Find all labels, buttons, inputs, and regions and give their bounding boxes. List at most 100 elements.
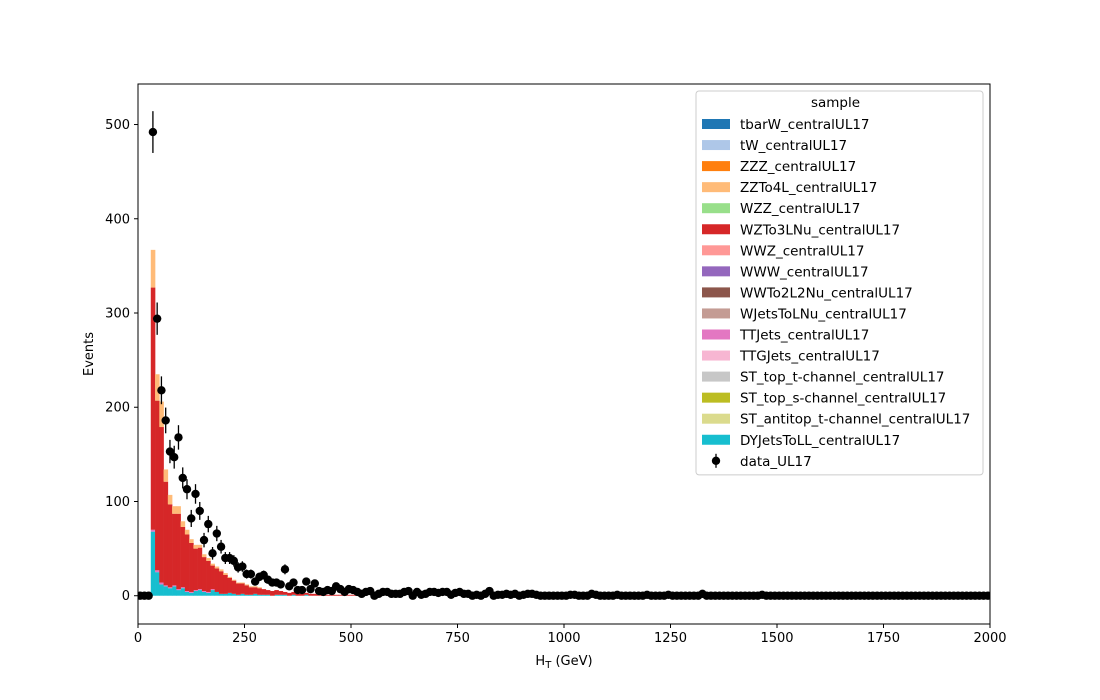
legend-swatch-2 [702,161,730,172]
bar-DYJetsToLL_centralUL17-bin-8 [184,591,190,596]
bar-ZZTo4L_centralUL17-bin-18 [227,576,233,578]
bar-ZZTo4L_centralUL17-bin-17 [223,573,228,575]
data-point-17 [208,549,217,558]
data-point-19 [216,542,226,551]
bar-ZZTo4L_centralUL17-bin-9 [189,539,194,543]
x-axis-label: HT (GeV) [535,654,592,671]
y-tick-label-1: 100 [105,495,130,510]
bar-WZTo3LNu_centralUL17-bin-19 [231,580,237,594]
bar-WZTo3LNu_centralUL17-bin-5 [172,513,177,586]
legend-label-10: TTJets_centralUL17 [739,328,869,344]
data-point-13 [191,489,200,499]
bar-ZZTo4L_centralUL17-bin-7 [180,521,186,527]
bar-DYJetsToLL_centralUL17-bin-7 [180,588,186,596]
bar-WZTo3LNu_centralUL17-bin-35 [299,593,305,596]
x-tick-label-0: 0 [134,631,142,646]
data-point-3 [148,127,158,137]
legend-title: sample [811,95,860,111]
bar-DYJetsToLL_centralUL17-bin-30 [278,594,284,596]
bar-ZZTo4L_centralUL17-bin-20 [235,582,241,584]
bar-TTJets_centralUL17-bin-11 [197,589,203,591]
bar-WZTo3LNu_centralUL17-bin-6 [176,513,181,590]
bar-WZTo3LNu_centralUL17-bin-39 [316,594,322,596]
data-point-12 [187,514,196,523]
legend-box [695,90,984,476]
bar-DYJetsToLL_centralUL17-bin-16 [218,593,224,596]
bar-WZTo3LNu_centralUL17-bin-15 [214,568,220,592]
bar-DYJetsToLL_centralUL17-bin-3 [163,586,169,596]
bar-DYJetsToLL_centralUL17-bin-26 [261,594,267,596]
legend-marker-16 [711,456,721,465]
bar-DYJetsToLL_centralUL17-bin-17 [223,593,228,596]
legend-swatch-5 [702,224,730,235]
bar-ZZTo4L_centralUL17-bin-25 [257,587,262,589]
legend-label-6: WWZ_centralUL17 [740,243,864,259]
data-point-33 [276,580,285,589]
bar-WZTo3LNu_centralUL17-bin-0 [150,287,156,530]
bar-TTJets_centralUL17-bin-2 [159,582,164,585]
legend-swatch-4 [702,203,730,214]
bar-WZTo3LNu_centralUL17-bin-16 [218,571,224,594]
x-tick-label-3: 750 [445,631,470,646]
bar-WZTo3LNu_centralUL17-bin-31 [282,591,288,595]
bar-DYJetsToLL_centralUL17-bin-18 [227,592,233,596]
bar-WZTo3LNu_centralUL17-bin-21 [240,583,245,594]
legend-swatch-0 [702,119,730,129]
bar-WZTo3LNu_centralUL17-bin-23 [248,587,254,595]
bar-DYJetsToLL_centralUL17-bin-0 [150,531,156,596]
bar-ZZTo4L_centralUL17-bin-16 [218,569,224,572]
legend-label-13: ST_top_s-channel_centralUL17 [740,391,946,407]
legend-label-8: WWTo2L2Nu_centralUL17 [740,285,913,301]
bar-WZTo3LNu_centralUL17-bin-14 [210,565,215,590]
bar-WZTo3LNu_centralUL17-bin-25 [257,588,262,595]
data-point-38 [297,585,307,595]
bar-DYJetsToLL_centralUL17-bin-2 [159,584,164,596]
bar-ZZTo4L_centralUL17-bin-21 [240,582,245,584]
bar-TTJets_centralUL17-bin-14 [210,589,215,591]
bar-WZTo3LNu_centralUL17-bin-28 [270,591,275,596]
data-point-18 [212,529,222,538]
bar-WZTo3LNu_centralUL17-bin-38 [312,593,318,596]
bar-DYJetsToLL_centralUL17-bin-24 [253,593,258,596]
bar-DYJetsToLL_centralUL17-bin-9 [189,592,194,596]
data-point-14 [195,506,204,516]
legend-swatch-6 [702,245,730,256]
y-tick-label-4: 400 [105,212,130,227]
data-point-22 [229,556,239,566]
bar-DYJetsToLL_centralUL17-bin-29 [274,594,279,596]
bar-TTJets_centralUL17-bin-9 [189,591,194,593]
legend-swatch-7 [702,266,730,277]
bar-DYJetsToLL_centralUL17-bin-13 [206,592,211,596]
bar-WZTo3LNu_centralUL17-bin-10 [193,548,198,591]
bar-DYJetsToLL_centralUL17-bin-27 [265,594,271,596]
bar-WZTo3LNu_centralUL17-bin-1 [155,400,160,571]
bar-ZZTo4L_centralUL17-bin-1 [155,374,160,401]
bar-WZTo3LNu_centralUL17-bin-2 [159,427,164,583]
legend-label-14: ST_antitop_t-channel_centralUL17 [740,412,970,428]
bar-WZTo3LNu_centralUL17-bin-26 [261,589,267,595]
bar-DYJetsToLL_centralUL17-bin-12 [201,591,207,596]
bar-DYJetsToLL_centralUL17-bin-4 [167,588,173,596]
bar-WZTo3LNu_centralUL17-bin-44 [338,594,343,596]
legend-label-3: ZZTo4L_centralUL17 [740,180,877,196]
bar-ZZTo4L_centralUL17-bin-14 [210,563,215,566]
bar-DYJetsToLL_centralUL17-bin-6 [176,590,181,596]
bar-WZTo3LNu_centralUL17-bin-36 [304,592,309,595]
bar-ZZTo4L_centralUL17-bin-3 [163,469,169,482]
data-point-4 [152,314,162,323]
bar-ZZTo4L_centralUL17-bin-6 [176,506,181,514]
bar-WZTo3LNu_centralUL17-bin-37 [308,593,313,596]
bar-ZZTo4L_centralUL17-bin-19 [231,579,237,581]
bar-WZTo3LNu_centralUL17-bin-32 [287,592,292,596]
bar-DYJetsToLL_centralUL17-bin-5 [172,586,177,596]
data-point-34 [280,565,290,574]
bar-WZTo3LNu_centralUL17-bin-22 [244,585,250,595]
bar-WZTo3LNu_centralUL17-bin-11 [197,547,203,590]
bar-WZTo3LNu_centralUL17-bin-8 [184,534,190,592]
bar-DYJetsToLL_centralUL17-bin-20 [235,594,241,596]
bar-WZTo3LNu_centralUL17-bin-33 [291,591,296,595]
bar-DYJetsToLL_centralUL17-bin-1 [155,572,160,596]
legend-label-15: DYJetsToLL_centralUL17 [740,433,900,449]
stacked-bars [150,249,360,596]
